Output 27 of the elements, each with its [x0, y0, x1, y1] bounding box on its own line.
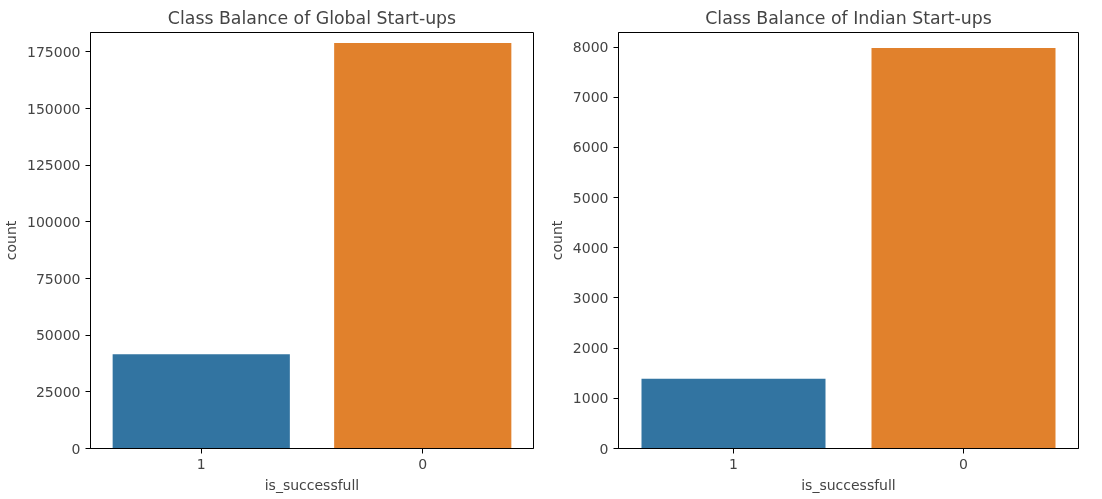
- x-axis-title: is_successfull: [801, 476, 896, 493]
- y-tick-label: 4000: [572, 239, 609, 256]
- x-tick-label: 0: [959, 455, 968, 472]
- y-tick-label: 2000: [572, 340, 609, 357]
- y-tick-label: 3000: [572, 289, 609, 306]
- y-tick-label: 25000: [35, 383, 81, 400]
- y-tick-label: 0: [71, 440, 81, 457]
- y-tick-label: 50000: [35, 327, 81, 344]
- y-tick-label: 1000: [572, 390, 609, 407]
- y-tick-label: 5000: [572, 189, 609, 206]
- y-tick-label: 125000: [27, 157, 81, 174]
- y-axis-title: count: [548, 220, 565, 261]
- y-tick-label: 100000: [27, 213, 81, 230]
- y-tick-label: 0: [599, 440, 609, 457]
- chart-title: Class Balance of Global Start-ups: [167, 7, 457, 28]
- chart-title: Class Balance of Indian Start-ups: [705, 7, 992, 28]
- y-tick-label: 6000: [572, 139, 609, 156]
- x-tick-label: 0: [418, 455, 428, 472]
- y-tick-label: 175000: [27, 43, 81, 60]
- y-tick-label: 7000: [572, 89, 609, 106]
- y-tick-label: 8000: [572, 39, 609, 56]
- y-axis-title: count: [3, 220, 20, 261]
- y-tick-label: 75000: [35, 270, 81, 287]
- y-tick-label: 150000: [27, 100, 81, 117]
- x-tick-label: 1: [196, 455, 206, 472]
- x-tick-label: 1: [729, 455, 738, 472]
- x-axis-title: is_successfull: [264, 476, 360, 493]
